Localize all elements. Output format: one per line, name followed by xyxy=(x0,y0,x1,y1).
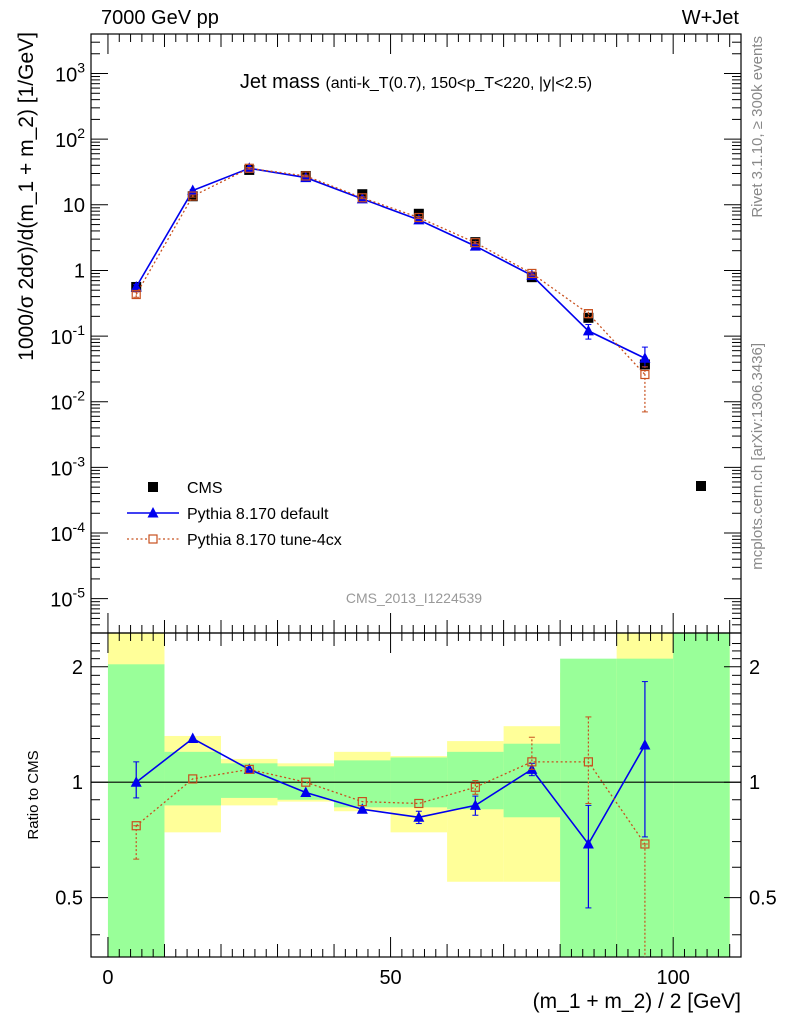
ratio-series-1-point xyxy=(357,797,367,807)
ratio-y-tick-label: 2 xyxy=(72,657,83,679)
main-series-2-point xyxy=(357,193,367,203)
main-y-tick-label: 1 xyxy=(74,260,85,282)
main-y-tick-label: 102 xyxy=(55,125,85,152)
ratio-y-tick-label: 0.5 xyxy=(55,888,83,910)
ratio-y-tick-label-right: 1 xyxy=(749,772,760,794)
ratio-series-0-point xyxy=(582,837,594,849)
main-y-tick-label: 10-2 xyxy=(50,388,85,415)
ratio-series-0-point xyxy=(413,811,425,822)
ratio-y-tick-label-right: 2 xyxy=(749,657,760,679)
main-y-axis-label: 1000/σ 2dσ)/d(m_1 + m_2) [1/GeV] xyxy=(15,32,38,361)
legend-cms-label: CMS xyxy=(187,480,223,497)
main-series-2-point xyxy=(640,369,650,380)
ratio-series-0-point xyxy=(300,786,312,798)
main-series-2-line xyxy=(135,167,646,375)
main-series-1-point xyxy=(582,324,594,336)
main-y-tick-label: 103 xyxy=(55,60,85,87)
x-tick-label: 100 xyxy=(656,967,689,989)
header-energy-label: 7000 GeV pp xyxy=(101,7,219,29)
rivet-version-label: Rivet 3.1.10, ≥ 300k events xyxy=(749,36,766,218)
ratio-series-1-point xyxy=(414,798,424,809)
ratio-series xyxy=(130,681,651,957)
mcplots-source-label: mcplots.cern.ch [arXiv:1306.3436] xyxy=(749,343,766,570)
main-series-1-point xyxy=(639,352,651,363)
ratio-band-inner xyxy=(673,633,730,957)
ratio-series-0-point xyxy=(469,799,481,810)
main-series-2-point xyxy=(131,289,141,300)
ratio-series-1-point xyxy=(301,777,311,787)
ratio-series-1-point xyxy=(583,757,593,767)
ratio-plot-frame xyxy=(90,632,742,958)
main-y-tick-label: 10-3 xyxy=(50,453,85,480)
ratio-y-tick-label: 1 xyxy=(72,772,83,794)
main-series-2-point xyxy=(414,212,424,223)
legend-tune-marker xyxy=(148,534,158,544)
legend-default-label: Pythia 8.170 default xyxy=(187,506,329,523)
ratio-series-1-point xyxy=(188,774,198,784)
ratio-series-0-point xyxy=(130,776,142,787)
analysis-id-label: CMS_2013_I1224539 xyxy=(346,590,482,606)
ratio-series-1-point xyxy=(244,764,254,774)
main-series xyxy=(130,162,651,413)
x-tick-label: 50 xyxy=(379,967,401,989)
main-series-2-point xyxy=(244,163,254,173)
ratio-series-1-point xyxy=(640,839,650,849)
ratio-band-inner xyxy=(503,743,561,818)
ratio-band-inner xyxy=(334,760,391,808)
ratio-series-0-line xyxy=(135,737,646,846)
ratio-series-1-point xyxy=(470,782,480,792)
main-y-tick-label: 10 xyxy=(63,195,85,217)
main-series-2-point xyxy=(301,171,311,181)
main-series-2-point xyxy=(583,309,593,319)
ratio-y-axis-label: Ratio to CMS xyxy=(25,750,42,839)
main-y-tick-label: 10-1 xyxy=(50,322,85,349)
ratio-series-0-point xyxy=(187,732,199,744)
x-tick-label: 0 xyxy=(102,967,113,989)
legend-tune-label: Pythia 8.170 tune-4cx xyxy=(187,532,342,549)
cms-offplot-marker xyxy=(696,481,706,491)
main-series-2-point xyxy=(188,191,198,201)
main-y-tick-label: 10-5 xyxy=(50,585,85,612)
plot-title: Jet mass (anti-k_T(0.7), 150<p_T<220, |y… xyxy=(240,71,592,93)
x-axis-label: (m_1 + m_2) / 2 [GeV] xyxy=(533,990,741,1013)
ratio-y-tick-label-right: 0.5 xyxy=(749,888,777,910)
ratio-bands xyxy=(107,633,730,957)
main-series-1-line xyxy=(135,167,646,359)
ratio-series-0-point xyxy=(639,739,651,750)
ratio-series-1-point xyxy=(527,757,537,767)
main-series-1-point xyxy=(469,240,481,251)
ratio-series-0-point xyxy=(243,763,255,774)
legend-cms-marker xyxy=(148,482,158,492)
header-process-label: W+Jet xyxy=(681,7,739,29)
main-series-2-point xyxy=(527,268,537,279)
ratio-series-0-point xyxy=(356,803,368,814)
ratio-series-1-point xyxy=(131,821,141,831)
ratio-band-inner xyxy=(107,664,165,957)
main-y-tick-label: 10-4 xyxy=(50,519,85,546)
main-series-2-point xyxy=(470,238,480,248)
legend-default-marker xyxy=(147,507,159,518)
